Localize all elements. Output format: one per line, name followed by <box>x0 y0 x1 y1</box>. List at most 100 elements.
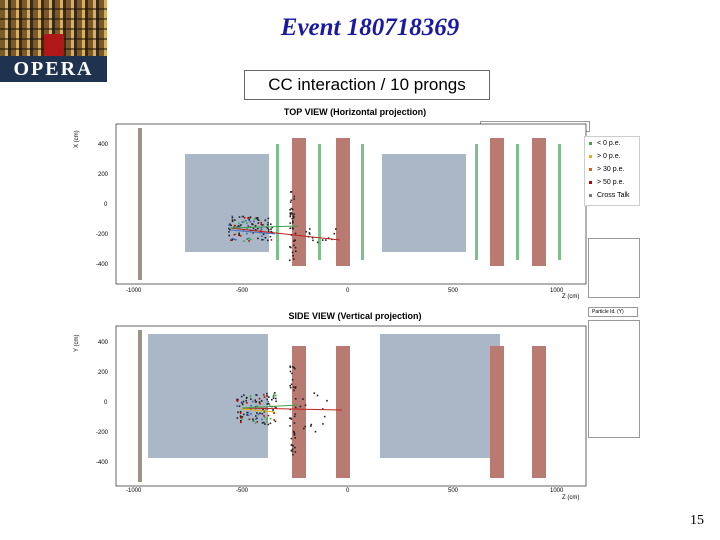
hit-point <box>290 418 293 420</box>
hit-point <box>231 215 234 218</box>
hit-point <box>248 418 251 421</box>
hit-point <box>274 394 277 397</box>
hit-point <box>263 415 265 417</box>
hit-point <box>267 230 270 233</box>
hit-point <box>260 223 263 226</box>
hit-point <box>270 223 272 225</box>
hit-point <box>310 425 312 427</box>
hit-point <box>289 209 291 211</box>
hit-point <box>248 240 250 242</box>
top-view-ytick-2: 0 <box>104 202 108 208</box>
hit-point <box>294 398 297 400</box>
hit-point <box>256 421 259 423</box>
hit-point <box>266 421 268 423</box>
hit-point <box>239 415 242 417</box>
hit-point <box>269 417 272 420</box>
hit-point <box>293 366 295 369</box>
hit-point <box>236 417 239 419</box>
hit-point <box>291 212 294 215</box>
top-view-ytick-3: -200 <box>96 232 109 238</box>
hit-point <box>259 402 261 405</box>
hit-point <box>291 217 294 220</box>
hit-point <box>249 216 252 219</box>
hit-point <box>321 239 324 241</box>
hit-point <box>249 221 252 223</box>
hit-point <box>294 386 297 388</box>
particle-id-box: Particle Id. (Y) <box>588 307 638 317</box>
hit-point <box>293 431 296 434</box>
hit-point <box>228 227 230 230</box>
hit-point <box>266 227 269 229</box>
top-view-xtick-4: 1000 <box>550 288 564 294</box>
top-tracker-6 <box>558 144 561 260</box>
hit-point <box>247 411 250 414</box>
hit-point <box>293 213 295 215</box>
hit-point <box>262 233 265 235</box>
hit-point <box>252 223 254 226</box>
hit-point <box>293 434 296 436</box>
hit-point <box>236 225 238 228</box>
side-view-ytick-2: 0 <box>104 400 108 406</box>
hit-point <box>261 422 264 424</box>
hit-point <box>313 392 316 394</box>
side-magnet-1 <box>292 346 306 478</box>
side-view-xtick-0: -1000 <box>126 488 142 494</box>
hit-point <box>246 238 248 240</box>
hit-point <box>229 223 231 225</box>
hit-point <box>249 238 252 241</box>
hit-point <box>233 233 236 236</box>
side-view-x-axis-label: Z (cm) <box>562 495 579 501</box>
hit-point <box>245 219 247 222</box>
hit-point <box>241 403 244 406</box>
hit-point <box>255 394 257 396</box>
hit-point <box>326 399 328 402</box>
hit-point <box>231 220 234 223</box>
hit-point <box>238 222 240 225</box>
hit-point <box>238 216 241 218</box>
hit-point <box>263 396 266 398</box>
hit-point <box>254 422 257 424</box>
hit-point <box>290 449 293 452</box>
side-view-ytick-4: -400 <box>96 460 109 466</box>
hit-point <box>243 217 246 219</box>
top-target-1 <box>185 154 269 252</box>
hit-point <box>246 396 248 399</box>
top-view-ytick-0: 400 <box>98 142 109 148</box>
hit-point <box>250 404 252 407</box>
side-view-y-axis-label: Y (cm) <box>74 334 80 352</box>
hit-point <box>323 415 326 418</box>
hit-point <box>269 235 272 238</box>
hit-point <box>241 418 243 420</box>
hit-point <box>275 397 277 400</box>
hit-point <box>256 412 258 414</box>
hit-point <box>261 418 263 421</box>
hit-point <box>335 228 337 230</box>
hit-point <box>289 201 292 203</box>
hit-point <box>230 239 232 241</box>
hit-point <box>274 406 276 408</box>
hit-point <box>246 227 248 230</box>
hit-point <box>290 191 293 193</box>
hit-point <box>267 400 269 403</box>
hit-point <box>292 445 294 447</box>
hit-point <box>264 236 267 239</box>
hit-point <box>263 411 266 413</box>
hit-point <box>231 216 234 219</box>
hit-point <box>257 219 260 221</box>
hit-point <box>240 420 242 422</box>
hit-point <box>255 229 257 231</box>
side-view-hits <box>236 365 328 456</box>
hit-point <box>256 218 259 221</box>
top-view-title: TOP VIEW (Horizontal projection) <box>283 107 427 117</box>
hit-point <box>267 414 270 417</box>
legend-item: Cross Talk <box>585 189 639 202</box>
hit-point <box>256 217 259 219</box>
hit-point <box>234 233 237 235</box>
hit-point <box>316 241 319 244</box>
hit-point <box>274 420 277 423</box>
hit-point <box>271 226 273 229</box>
top-view-xtick-0: -1000 <box>126 288 142 294</box>
hit-point <box>293 195 296 198</box>
hit-point <box>291 227 294 229</box>
hit-point <box>289 222 292 224</box>
